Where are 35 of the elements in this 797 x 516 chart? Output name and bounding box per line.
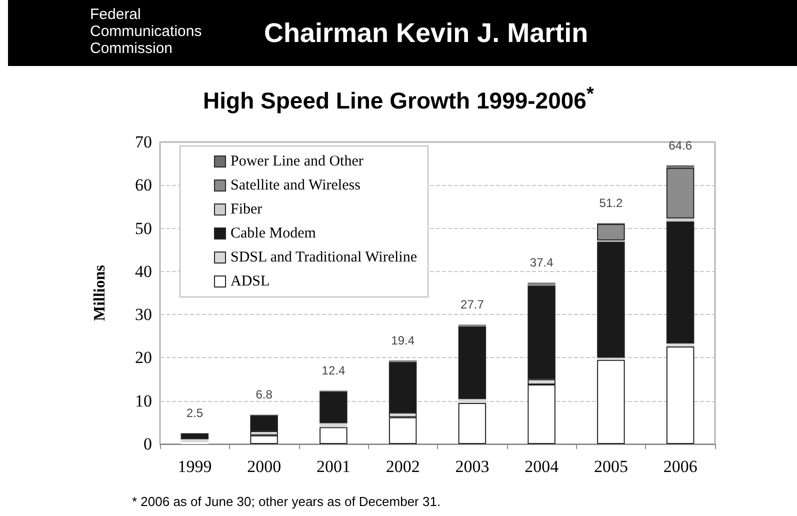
total-label: 51.2 <box>599 196 623 210</box>
x-tick-label: 2006 <box>663 457 698 476</box>
chart-title: High Speed Line Growth 1999-2006$^{*}$ <box>202 84 595 115</box>
legend-label: Power Line and Other <box>230 154 364 170</box>
text: Federal Communications Commission <box>90 6 203 57</box>
y-tick-label: 0 <box>144 434 152 454</box>
x-tick-label: 2001 <box>316 457 350 476</box>
x-tick-label: 2002 <box>386 457 420 476</box>
y-tick-label: 50 <box>135 218 152 238</box>
total-label: 6.8 <box>256 388 273 402</box>
total-label: 19.4 <box>391 333 415 348</box>
x-tick-label: 2003 <box>455 457 490 476</box>
y-tick-label: 20 <box>135 348 152 368</box>
x-tick-label: 2005 <box>594 457 628 476</box>
y-tick-label: 30 <box>135 305 152 324</box>
x-tick-label: 2004 <box>524 457 560 476</box>
legend-label: ADSL <box>230 274 270 290</box>
legend-label: Cable Modem <box>230 226 316 242</box>
text: Chairman Kevin J. Martin <box>264 18 588 49</box>
legend-label: Fiber <box>230 202 262 218</box>
x-tick-label: 1999 <box>178 457 212 476</box>
total-label: 12.4 <box>322 364 346 378</box>
legend-label: Satellite and Wireless <box>230 178 361 194</box>
legend-label: SDSL and Traditional Wireline <box>230 250 418 266</box>
x-tick-label: 2000 <box>247 457 282 476</box>
y-tick-label: 10 <box>135 391 152 410</box>
y-tick-label: 40 <box>135 262 152 281</box>
total-label: 27.7 <box>460 297 484 312</box>
y-tick-label: 70 <box>135 132 152 152</box>
y-axis-title: Millions <box>92 264 108 322</box>
total-label: 2.5 <box>186 406 204 420</box>
total-label: 64.6 <box>668 138 692 152</box>
text: * 2006 as of June 30; other years as of December 31. <box>132 494 441 509</box>
y-tick-label: 60 <box>135 176 152 195</box>
total-label: 37.4 <box>530 256 554 270</box>
